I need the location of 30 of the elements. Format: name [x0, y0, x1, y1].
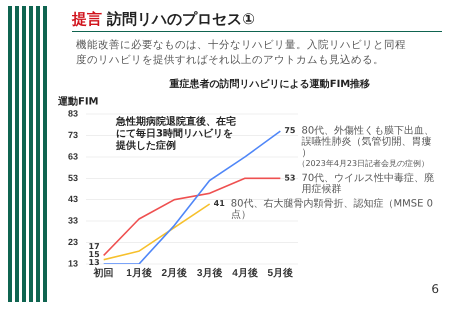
data-label: 15: [88, 250, 100, 260]
x-tick-label: 初回: [92, 266, 114, 279]
y-tick-label: 83: [68, 108, 78, 118]
y-tick-label: 13: [68, 258, 78, 268]
data-label: 17: [88, 242, 100, 252]
text: 80代、右大腿骨内顆骨折、認知症（MMSE 0点）: [230, 198, 433, 221]
chart-title: 提言 訪問リハのプロセス①: [72, 10, 255, 29]
y-axis-title: 運動FIM: [57, 96, 99, 108]
text: 80代、外傷性くも膜下出血、誤嚥性肺炎（気管切開、胃瘻）: [301, 124, 434, 159]
y-tick-label: 53: [68, 172, 78, 183]
x-tick-label: 3月後: [196, 266, 222, 279]
data-label: 13: [88, 258, 100, 268]
chart-subtitle: 機能改善に必要なものは、十分なリハビリ量。入院リハビリと同程度のリハビリを提供すればそれ以上のアウトカムも見込める。: [76, 38, 406, 68]
y-tick-label: 43: [68, 194, 78, 204]
data-label: 41: [214, 199, 226, 208]
data-label: 75: [284, 126, 296, 136]
x-tick-label: 1月後: [126, 266, 152, 279]
y-tick-label: 33: [68, 216, 78, 226]
x-tick-label: 5月後: [268, 266, 294, 279]
data-label: 53: [284, 173, 296, 182]
text: 重症患者の訪問リハビリによる運動FIM推移: [168, 77, 372, 91]
text: 70代、ウイルス性中毒症、廃用症候群: [301, 172, 434, 195]
annotation: （2023年4月23日記者会見の症例）: [297, 159, 430, 168]
annotation: 急性期病院退院直後、在宅にて毎日3時間リハビリを提供した症例: [115, 116, 236, 152]
y-tick-label: 73: [68, 130, 78, 140]
text: 6: [431, 282, 439, 296]
x-tick-label: 4月後: [232, 266, 258, 279]
y-tick-label: 63: [68, 151, 78, 162]
x-tick-label: 2月後: [162, 266, 188, 279]
y-tick-label: 23: [68, 237, 78, 248]
